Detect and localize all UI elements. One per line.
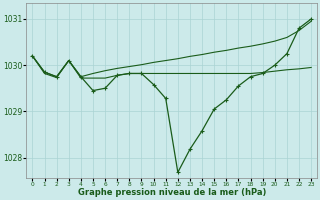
- X-axis label: Graphe pression niveau de la mer (hPa): Graphe pression niveau de la mer (hPa): [77, 188, 266, 197]
